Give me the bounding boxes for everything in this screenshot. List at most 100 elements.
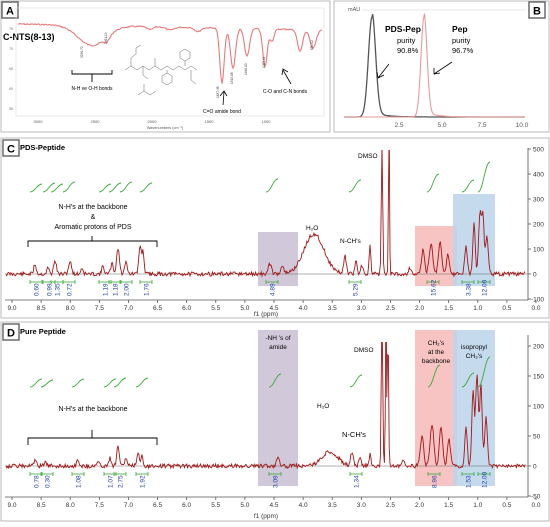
c-band-isopropyl xyxy=(453,194,495,286)
ppm-tick-label: 7.0 xyxy=(124,305,133,312)
ppm-tick-label: 0.0 xyxy=(531,305,540,312)
hplc-x-tick: 10.0 xyxy=(516,122,529,129)
ppm-tick-label: 5.5 xyxy=(211,305,220,312)
nmr-c-y-ticks xyxy=(528,148,531,300)
ir-peak-label: 650.02 xyxy=(310,40,314,50)
d-band-backbone xyxy=(415,330,457,486)
ppm-tick-label: 2.5 xyxy=(386,502,395,509)
ir-peak-label: 1515.08 xyxy=(230,72,234,84)
hplc-legend-pep-purity-label: purity xyxy=(452,36,471,45)
integral-curve xyxy=(349,374,363,388)
nmr-c-y-tick-label: 0 xyxy=(533,272,537,279)
ir-annotation-nh-oh: N-H ve O-H bonds xyxy=(71,86,113,92)
ir-x-tick: 1500 xyxy=(205,119,215,124)
panel-c-letter-box xyxy=(2,139,20,157)
nmr-c-spectrum-trace xyxy=(5,150,526,278)
ppm-tick-label: 4.5 xyxy=(269,305,278,312)
d-band-label-line: -NH 's of xyxy=(265,335,290,342)
integral-value: 1.53 xyxy=(466,475,473,488)
nmr-d-integral-ranges xyxy=(29,472,491,476)
ir-y-tick: 75 xyxy=(9,27,13,31)
integral-curve xyxy=(113,377,127,388)
integral-value: 1.18 xyxy=(113,283,120,296)
hplc-trace-pep xyxy=(344,13,525,118)
integral-value: 5.29 xyxy=(353,283,360,296)
panel-a: A C-NTS(8-13) 3000 2500 2000 1500 1000 W… xyxy=(0,0,331,133)
hplc-arrow-pep xyxy=(433,61,453,75)
peptide-structure-drawing xyxy=(124,44,198,96)
hplc-x-tick: 5.0 xyxy=(437,122,446,129)
ppm-tick-label: 6.0 xyxy=(182,305,191,312)
integral-curve xyxy=(461,372,475,388)
panel-d-title: Pure Peptide xyxy=(20,327,66,336)
nmr-c-y-tick-label: 200 xyxy=(533,222,544,229)
integral-curve xyxy=(426,173,440,193)
d-label-nch: N-CH's xyxy=(342,430,366,439)
ir-x-tick: 3000 xyxy=(34,119,44,124)
nmr-d-y-tick-label: 100 xyxy=(533,404,544,411)
hplc-arrow-pds xyxy=(376,63,390,79)
ppm-tick-label: 7.5 xyxy=(95,305,104,312)
nmr-c-x-axis: 9.0 8.5 8.0 7.5 7.0 6.5 6.0 5.5 5.0 4.5 4.0 3.5 3.0 2… xyxy=(5,299,541,312)
ppm-tick-label: 6.5 xyxy=(153,305,162,312)
integral-curve xyxy=(348,179,362,193)
integral-value: 1.76 xyxy=(144,283,151,296)
ir-transmittance-trace xyxy=(17,22,323,84)
ir-y-tick: 70 xyxy=(9,47,13,51)
panel-b-frame xyxy=(333,0,550,133)
integral-value: 1.07 xyxy=(108,475,115,488)
integral-curve xyxy=(98,183,112,193)
d-band-amide xyxy=(258,330,298,486)
ppm-tick-label: 4.0 xyxy=(299,305,308,312)
ppm-tick-label: 4.0 xyxy=(299,502,308,509)
ir-peak-label: 2961.19 xyxy=(104,32,108,44)
d-band-label-line: amide xyxy=(269,344,287,351)
ppm-tick-label: 8.5 xyxy=(37,305,46,312)
nmr-d-spectrum-trace xyxy=(5,342,526,470)
ppm-tick-label: 0.0 xyxy=(531,502,540,509)
integral-value: 3.09 xyxy=(273,475,280,488)
ppm-tick-label: 2.0 xyxy=(415,502,424,509)
ppm-tick-label: 8.5 xyxy=(37,502,46,509)
c-bracket-nh xyxy=(27,236,158,247)
hplc-x-tick: 7.5 xyxy=(477,122,486,129)
integral-curve xyxy=(139,182,153,193)
d-label-water: H₂O xyxy=(317,403,329,410)
integral-value: 1.92 xyxy=(140,475,147,488)
ir-plot-frame xyxy=(15,7,325,117)
hplc-legend-pds-name: PDS-Pep xyxy=(385,24,421,34)
ir-x-axis-title: Wavenumbers (cm⁻¹) xyxy=(147,126,184,130)
ir-arrowhead-co-amide xyxy=(219,90,228,97)
integral-value: 12.00 xyxy=(482,471,489,488)
integral-curve xyxy=(477,356,491,388)
integral-value: 0.30 xyxy=(45,475,52,488)
nmr-c-y-tick-label: -100 xyxy=(531,297,544,304)
ppm-tick-label: 7.5 xyxy=(95,502,104,509)
nmr-d-y-tick-label: 200 xyxy=(533,344,544,351)
integral-curve xyxy=(461,179,475,193)
ppm-tick-label: 1.5 xyxy=(444,305,453,312)
panel-d: D Pure Peptide 0.78 0.30 1.08 1.07 2.75 1.92 3… xyxy=(0,321,550,522)
ir-peak-label: 1065.11 xyxy=(262,56,266,68)
ppm-tick-label: 9.0 xyxy=(7,305,16,312)
ir-y-tick: 55 xyxy=(9,107,13,111)
integral-curve xyxy=(29,183,43,193)
ir-arrow-co-cn xyxy=(282,69,292,85)
ppm-tick-label: 0.5 xyxy=(502,502,511,509)
nmr-d-integral-values: 0.78 0.30 1.08 1.07 2.75 1.92 3.09 1.34 8.96 1.53… xyxy=(34,471,489,488)
ppm-tick-label: 3.5 xyxy=(328,502,337,509)
ppm-tick-label: 3.5 xyxy=(328,305,337,312)
ir-y-tick: 60 xyxy=(9,87,13,91)
integral-value: 1.35 xyxy=(55,283,62,296)
ppm-tick-label: 1.5 xyxy=(444,502,453,509)
integral-curve xyxy=(119,181,133,193)
ir-y-tick: 65 xyxy=(9,67,13,71)
ppm-tick-label: 8.0 xyxy=(66,502,75,509)
ppm-tick-label: 0.5 xyxy=(502,305,511,312)
ir-arrowhead-co-cn xyxy=(281,68,289,76)
ppm-tick-label: 4.5 xyxy=(269,502,278,509)
integral-curve xyxy=(42,182,56,193)
ir-peak-label: 1446.00 xyxy=(244,63,248,75)
integral-value: 1.08 xyxy=(76,475,83,488)
